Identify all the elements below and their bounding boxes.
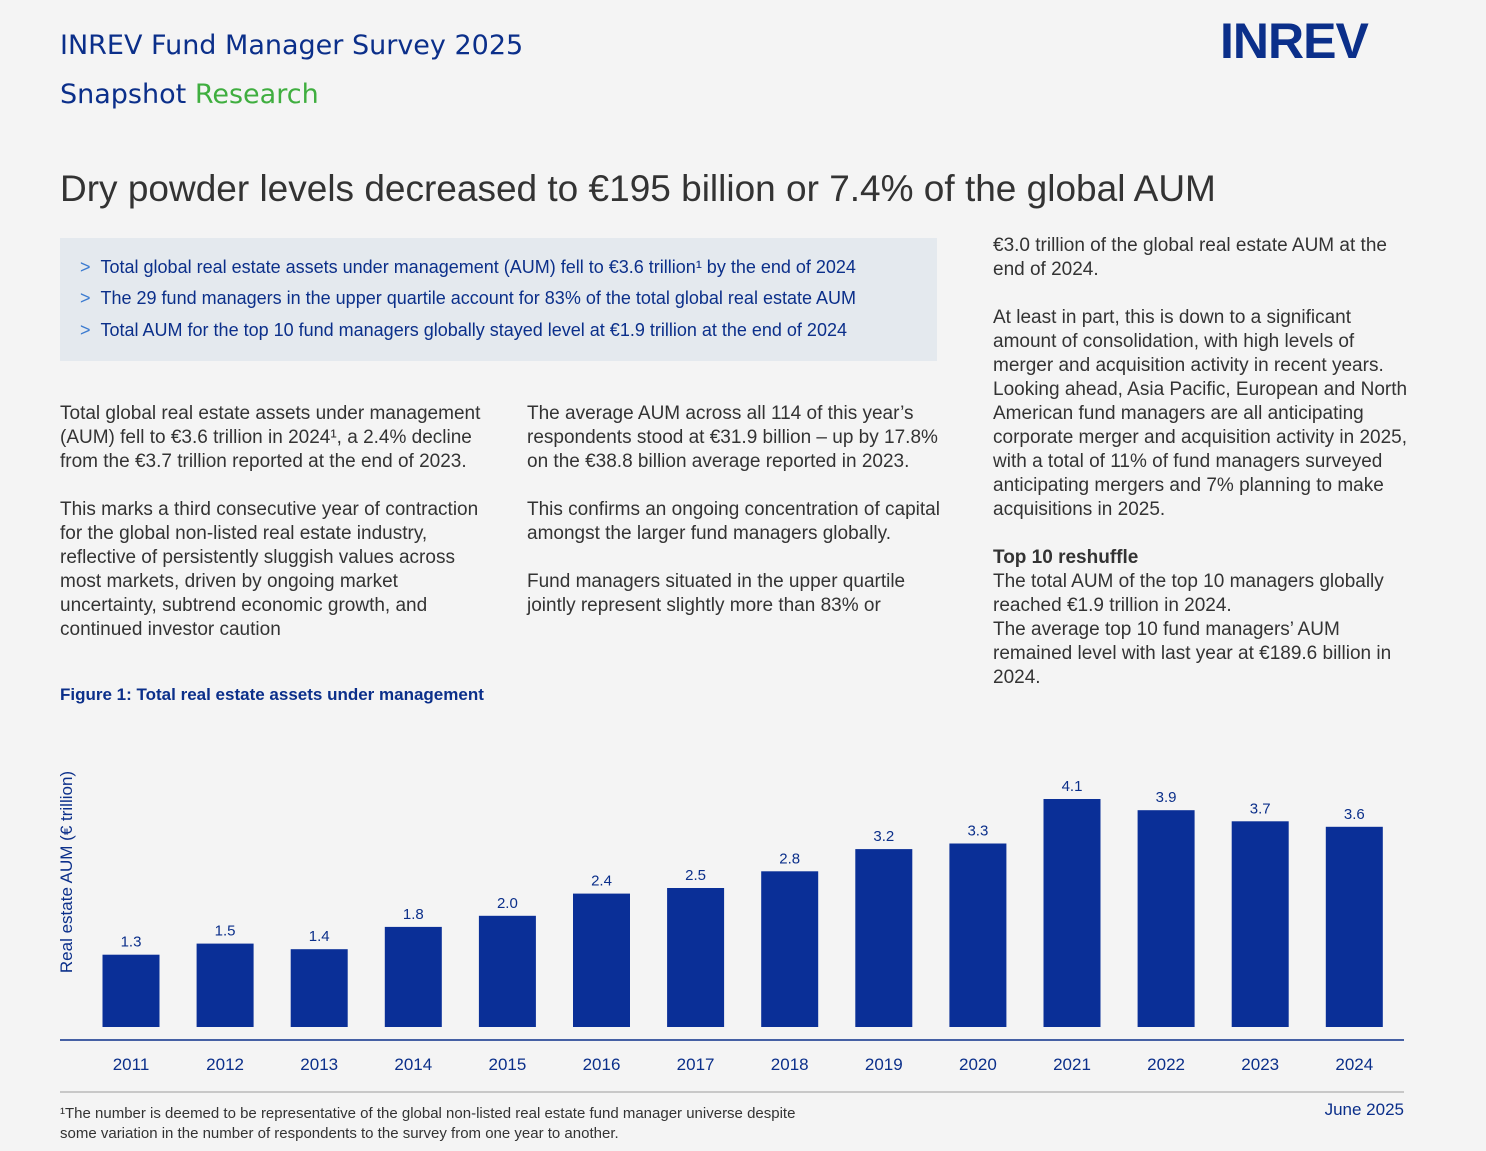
bar-2021 bbox=[1043, 799, 1101, 1027]
data-label: 2.8 bbox=[779, 850, 800, 867]
bar-2017 bbox=[667, 888, 725, 1027]
headline: Dry powder levels decreased to €195 bill… bbox=[60, 168, 1216, 209]
bar-2011 bbox=[102, 954, 160, 1027]
paragraph: This confirms an ongoing concentration o… bbox=[527, 499, 940, 544]
x-tick-label: 2014 bbox=[394, 1055, 432, 1074]
report-title: INREV Fund Manager Survey 2025 bbox=[60, 30, 524, 61]
bar-2022 bbox=[1137, 810, 1195, 1027]
x-tick-label: 2011 bbox=[113, 1055, 150, 1074]
highlight-item: > The 29 fund managers in the upper quart… bbox=[80, 288, 856, 309]
bar-2023 bbox=[1231, 821, 1289, 1027]
data-label: 1.3 bbox=[121, 934, 142, 951]
data-label: 2.0 bbox=[497, 895, 518, 912]
bar-2024 bbox=[1325, 826, 1383, 1027]
paragraph: The average top 10 fund managers’ AUM re… bbox=[993, 619, 1392, 688]
chevron-right-icon: > bbox=[80, 257, 91, 277]
x-tick-label: 2013 bbox=[300, 1055, 338, 1074]
x-tick-label: 2023 bbox=[1241, 1055, 1279, 1074]
paragraph: This marks a third consecutive year of c… bbox=[60, 499, 479, 640]
x-tick-label: 2018 bbox=[771, 1055, 809, 1074]
paragraph: The average AUM across all 114 of this y… bbox=[527, 403, 938, 472]
subtitle-research: Research bbox=[194, 79, 319, 110]
x-tick-label: 2012 bbox=[206, 1055, 244, 1074]
x-tick-label: 2024 bbox=[1335, 1055, 1373, 1074]
x-tick-label: 2020 bbox=[959, 1055, 997, 1074]
data-label: 2.4 bbox=[591, 873, 612, 890]
body-column-3: €3.0 trillion of the global real estate … bbox=[993, 234, 1413, 690]
report-subtitle: Snapshot Research bbox=[60, 79, 319, 110]
bars-group: 1.3 2011 1.5 2012 1.4 2013 1.8 2014 2.0 2015 2.4 20… bbox=[102, 778, 1383, 1074]
x-tick-label: 2016 bbox=[583, 1055, 621, 1074]
paragraph: At least in part, this is down to a sign… bbox=[993, 307, 1408, 520]
bar-2020 bbox=[949, 843, 1007, 1027]
figure-caption: Figure 1: Total real estate assets under… bbox=[60, 685, 484, 704]
footnote: ¹The number is deemed to be representati… bbox=[60, 1105, 796, 1142]
x-tick-label: 2022 bbox=[1147, 1055, 1185, 1074]
data-label: 3.7 bbox=[1250, 800, 1271, 817]
highlights-box: > Total global real estate assets under m… bbox=[60, 238, 937, 361]
data-label: 3.9 bbox=[1156, 789, 1177, 806]
subtitle-snapshot: Snapshot bbox=[60, 79, 187, 110]
logo-text: INREV bbox=[1220, 14, 1369, 66]
bar-2018 bbox=[761, 871, 819, 1027]
paragraph: Total global real estate assets under ma… bbox=[60, 403, 481, 472]
footer-divider bbox=[60, 1091, 1404, 1093]
body-column-2: The average AUM across all 114 of this y… bbox=[527, 402, 957, 642]
bar-2019 bbox=[855, 849, 913, 1027]
bar-2013 bbox=[290, 949, 348, 1027]
data-label: 1.5 bbox=[215, 923, 236, 940]
data-label: 3.6 bbox=[1344, 806, 1365, 823]
paragraph: €3.0 trillion of the global real estate … bbox=[993, 235, 1387, 280]
x-tick-label: 2017 bbox=[677, 1055, 715, 1074]
chevron-right-icon: > bbox=[80, 288, 91, 308]
y-axis-label: Real estate AUM (€ trillion) bbox=[57, 771, 76, 973]
data-label: 4.1 bbox=[1062, 778, 1083, 795]
highlight-item: > Total AUM for the top 10 fund managers … bbox=[80, 320, 847, 341]
paragraph: The total AUM of the top 10 managers glo… bbox=[993, 571, 1384, 616]
data-label: 1.4 bbox=[309, 928, 330, 945]
bar-2016 bbox=[573, 893, 630, 1027]
data-label: 3.2 bbox=[873, 828, 894, 845]
x-tick-label: 2015 bbox=[488, 1055, 526, 1074]
body-column-1: Total global real estate assets under ma… bbox=[60, 402, 490, 666]
publication-date: June 2025 bbox=[1324, 1100, 1404, 1119]
highlight-text: Total AUM for the top 10 fund managers g… bbox=[100, 320, 847, 340]
x-tick-label: 2019 bbox=[865, 1055, 903, 1074]
x-tick-label: 2021 bbox=[1053, 1055, 1091, 1074]
highlight-text: Total global real estate assets under ma… bbox=[100, 257, 856, 277]
highlight-item: > Total global real estate assets under m… bbox=[80, 257, 856, 278]
data-label: 3.3 bbox=[967, 823, 988, 840]
inrev-logo: INREV bbox=[1220, 14, 1370, 66]
data-label: 2.5 bbox=[685, 867, 706, 884]
bar-2012 bbox=[196, 943, 254, 1027]
chevron-right-icon: > bbox=[80, 320, 91, 340]
data-label: 1.8 bbox=[403, 906, 424, 923]
highlight-text: The 29 fund managers in the upper quarti… bbox=[100, 288, 856, 308]
paragraph: Fund managers situated in the upper quar… bbox=[527, 571, 906, 616]
bar-2015 bbox=[478, 915, 536, 1027]
aum-bar-chart: Real estate AUM (€ trillion) 1.3 2011 1.5 2… bbox=[57, 771, 1404, 1074]
section-subheading: Top 10 reshuffle bbox=[993, 547, 1139, 568]
bar-2014 bbox=[384, 926, 442, 1027]
